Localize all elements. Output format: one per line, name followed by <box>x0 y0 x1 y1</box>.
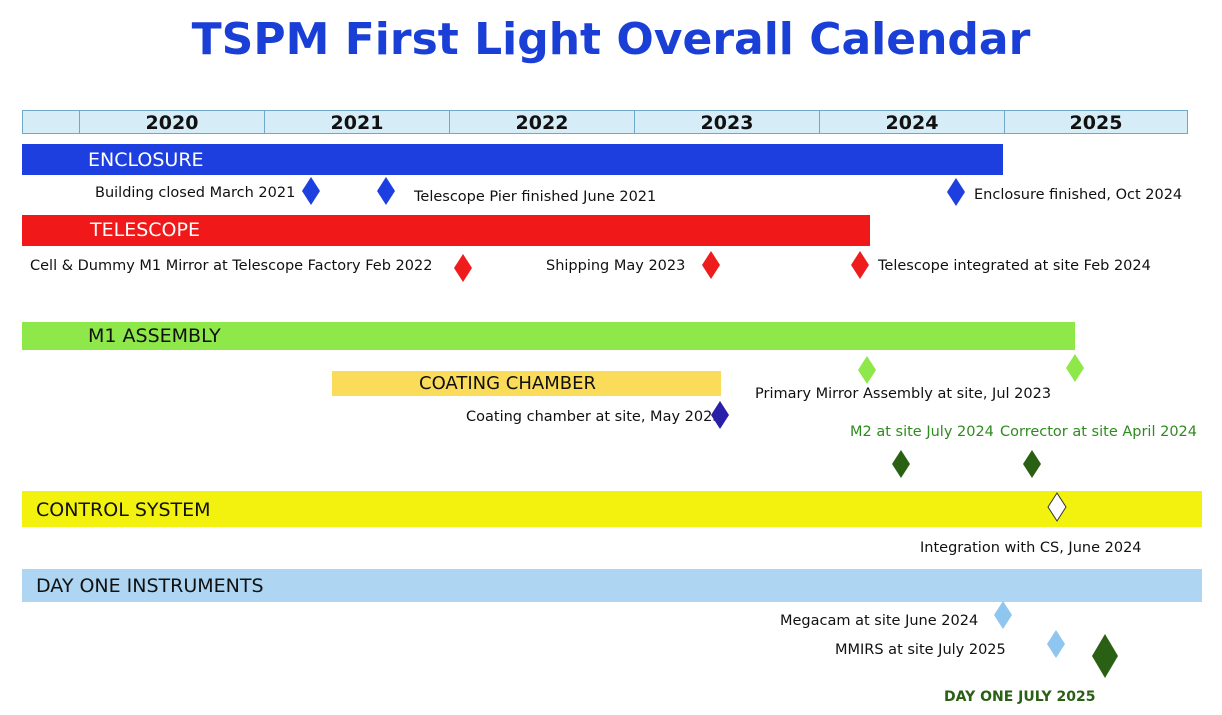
telescope-integrated-note: Telescope integrated at site Feb 2024 <box>878 258 1151 274</box>
enclosure-finished-note: Enclosure finished, Oct 2024 <box>974 187 1183 203</box>
telescope-integrated-diamond <box>851 251 869 279</box>
day-one-instruments-bar <box>22 569 1202 602</box>
coating-at-site-note: Coating chamber at site, May 2023 <box>466 409 722 425</box>
building-closed-note: Building closed March 2021 <box>95 185 296 201</box>
enclosure-bar <box>22 144 1003 175</box>
m1-assembly-bar <box>22 322 1075 350</box>
mmirs-note: MMIRS at site July 2025 <box>835 642 1006 658</box>
megacam-diamond <box>994 601 1012 629</box>
m2-at-site-note: M2 at site July 2024 <box>850 424 994 440</box>
m2-at-site-diamond <box>892 450 910 478</box>
coating-chamber-label: COATING CHAMBER <box>419 373 596 394</box>
year-2023: 2023 <box>634 111 819 134</box>
integration-cs-note: Integration with CS, June 2024 <box>920 540 1142 556</box>
coating-at-site-diamond <box>711 401 729 429</box>
day-one-instruments-label: DAY ONE INSTRUMENTS <box>36 575 264 597</box>
telescope-label: TELESCOPE <box>90 219 200 241</box>
cell-dummy-diamond <box>454 254 472 282</box>
building-closed-diamond <box>302 177 320 205</box>
cell-dummy-note: Cell & Dummy M1 Mirror at Telescope Fact… <box>30 258 433 274</box>
year-2020: 2020 <box>79 111 264 134</box>
m1-assembly-label: M1 ASSEMBLY <box>88 325 221 347</box>
coating-chamber-bar <box>332 371 721 396</box>
corrector-at-site-diamond <box>1023 450 1041 478</box>
control-system-label: CONTROL SYSTEM <box>36 499 211 521</box>
mmirs-diamond <box>1047 630 1065 658</box>
enclosure-finished-diamond <box>947 178 965 206</box>
shipping-diamond <box>702 251 720 279</box>
year-2025: 2025 <box>1004 111 1187 134</box>
primary-mirror-diamond <box>858 356 876 384</box>
corrector-at-site-note: Corrector at site April 2024 <box>1000 424 1197 440</box>
year-header: 2020 2021 2022 2023 2024 2025 <box>22 110 1188 134</box>
integration-cs-diamond <box>1047 492 1067 522</box>
shipping-note: Shipping May 2023 <box>546 258 686 274</box>
primary-mirror-note: Primary Mirror Assembly at site, Jul 202… <box>755 386 1052 402</box>
megacam-note: Megacam at site June 2024 <box>780 613 979 629</box>
m1-end-diamond <box>1066 354 1084 382</box>
page-title: TSPM First Light Overall Calendar <box>191 14 1031 65</box>
telescope-bar <box>22 215 870 246</box>
enclosure-label: ENCLOSURE <box>88 149 204 171</box>
day-one-diamond <box>1092 634 1118 678</box>
pier-finished-note: Telescope Pier finished June 2021 <box>414 189 657 205</box>
day-one-note: DAY ONE JULY 2025 <box>944 689 1096 705</box>
pier-finished-diamond <box>377 177 395 205</box>
year-2022: 2022 <box>449 111 634 134</box>
year-2021: 2021 <box>264 111 449 134</box>
control-system-bar <box>22 491 1202 527</box>
year-2024: 2024 <box>819 111 1004 134</box>
